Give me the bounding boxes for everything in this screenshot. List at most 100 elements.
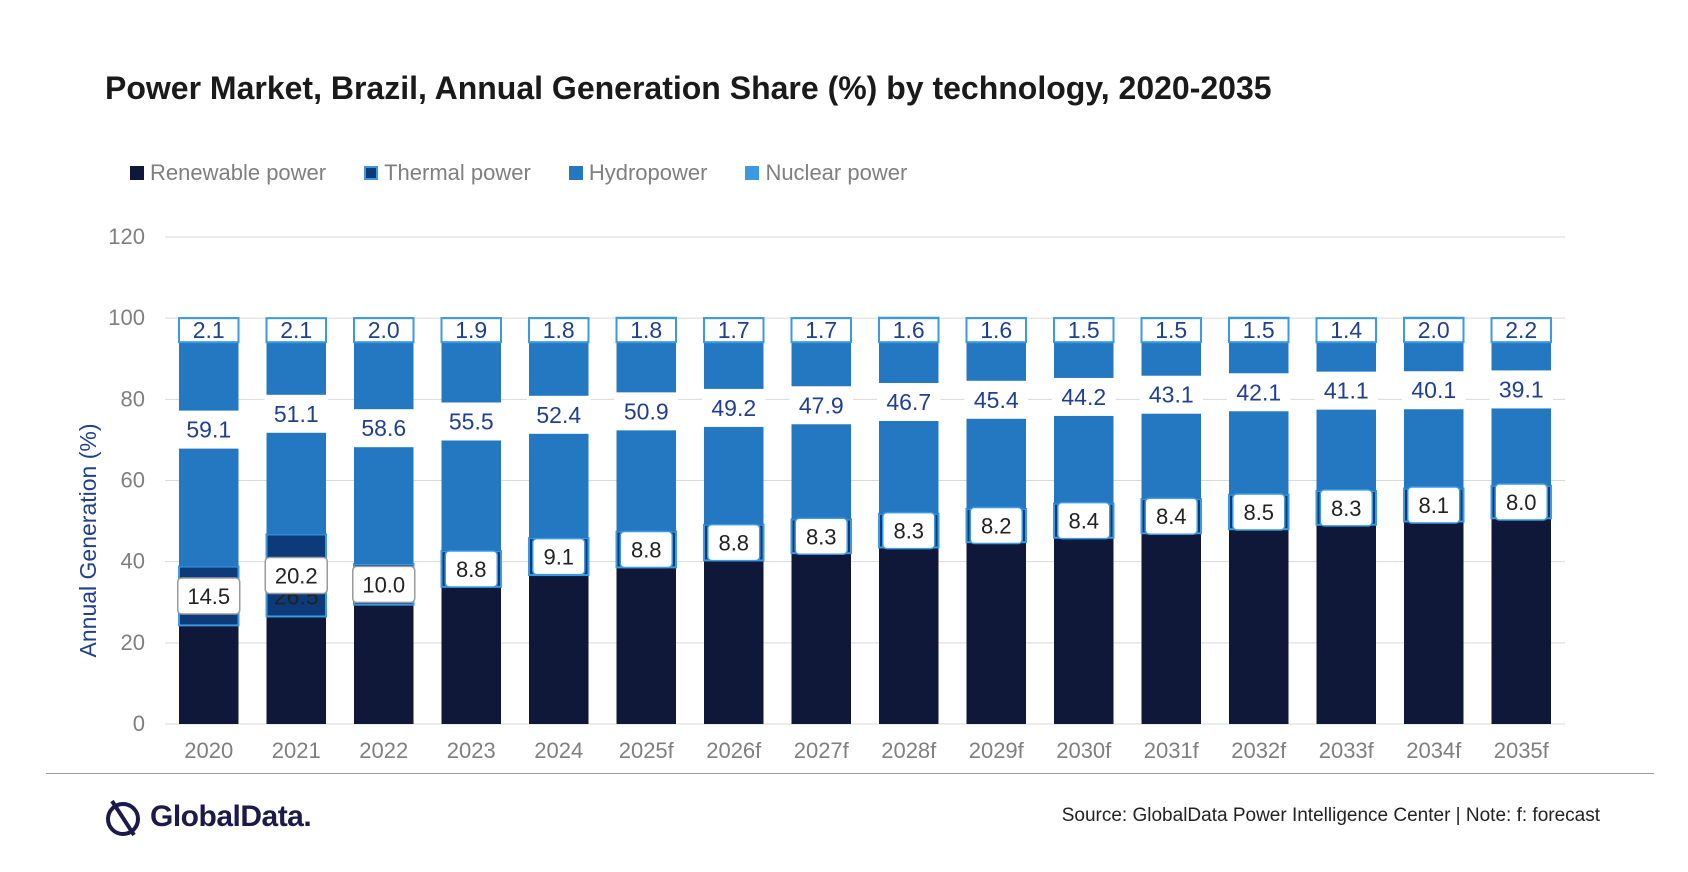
data-label-box-nuclear — [178, 317, 240, 344]
x-tick-label: 2020 — [184, 738, 233, 763]
data-label-thermal: 8.8 — [456, 557, 487, 582]
data-label-thermal: 14.5 — [187, 584, 230, 609]
data-label-hydro: 50.9 — [624, 398, 669, 424]
bar-segment — [1404, 521, 1464, 724]
data-label-hydro: 59.1 — [186, 417, 231, 443]
data-label-box-thermal — [1144, 497, 1198, 535]
x-tick-label: 2030f — [1056, 738, 1112, 763]
data-label-thermal: 8.3 — [1331, 496, 1362, 521]
data-label-thermal: 8.8 — [631, 537, 662, 562]
data-label-box-nuclear — [703, 317, 765, 344]
legend-swatch-renewable — [130, 166, 144, 180]
data-label-box-thermal — [1057, 501, 1111, 540]
data-label-band-hydro — [1139, 375, 1203, 414]
bar-segment — [791, 553, 851, 724]
data-label-thermal: 9.1 — [543, 545, 574, 570]
bar-segment — [354, 604, 414, 724]
data-label-nuclear: 2.0 — [368, 317, 400, 343]
legend-item-nuclear: Nuclear power — [745, 160, 907, 186]
data-label-band-hydro — [177, 410, 241, 449]
bar-segment — [1229, 529, 1289, 724]
data-label-box-thermal — [1407, 486, 1461, 524]
data-label-band-hydro — [964, 380, 1028, 419]
data-label-hydro: 51.1 — [274, 401, 319, 427]
legend-item-renewable: Renewable power — [130, 160, 326, 186]
data-label-box-thermal — [794, 517, 848, 556]
data-label-box-thermal — [1494, 483, 1548, 521]
footer-divider — [46, 773, 1654, 774]
data-label-box-nuclear — [965, 317, 1027, 344]
data-label-thermal: 8.2 — [981, 514, 1012, 539]
data-label-hydro: 47.9 — [799, 392, 844, 418]
legend-label-hydro: Hydropower — [588, 160, 708, 185]
x-tick-label: 2028f — [881, 738, 937, 763]
data-label-thermal: 8.1 — [1418, 493, 1449, 518]
data-label-box-nuclear — [1403, 317, 1465, 344]
data-label-box-thermal — [1319, 489, 1373, 527]
data-label-hydro: 44.2 — [1061, 384, 1106, 410]
data-label-hydro: 41.1 — [1324, 378, 1369, 404]
data-label-box-nuclear — [440, 317, 502, 344]
data-label-nuclear: 1.6 — [980, 317, 1012, 343]
data-label-box-thermal — [177, 577, 241, 615]
stacked-bar-chart: 0 20 40 60 80 100 120 Annual Generation (%) 2020… — [75, 224, 1565, 763]
data-label-box-thermal — [264, 556, 328, 595]
legend-swatch-thermal — [364, 166, 379, 180]
data-label-nuclear: 2.0 — [1418, 317, 1450, 343]
data-label-nuclear: 1.5 — [1068, 317, 1100, 343]
y-axis-label: Annual Generation (%) — [75, 424, 101, 658]
y-tick-label: 20 — [121, 630, 145, 655]
data-label-box-nuclear — [353, 317, 415, 344]
data-label-box-nuclear — [528, 317, 590, 344]
bar-segment — [1316, 524, 1376, 724]
legend: Renewable power Thermal power Hydropower… — [130, 160, 907, 186]
data-label-box-thermal — [707, 523, 761, 562]
data-label-band-hydro — [702, 388, 766, 427]
data-label-band-hydro — [439, 402, 503, 441]
data-label-hydro: 40.1 — [1411, 377, 1456, 403]
y-tick-label: 0 — [133, 711, 145, 736]
x-tick-label: 2025f — [619, 738, 675, 763]
data-label-thermal: 8.3 — [893, 519, 924, 544]
data-label-nuclear: 1.6 — [893, 317, 925, 343]
data-label-box-nuclear — [265, 317, 327, 344]
data-label-nuclear: 2.1 — [280, 317, 312, 343]
data-label-thermal: 10.0 — [362, 572, 405, 597]
data-label-hydro: 52.4 — [536, 402, 581, 428]
x-tick-label: 2026f — [706, 738, 762, 763]
y-tick-label: 100 — [108, 305, 145, 330]
data-label-nuclear: 1.7 — [805, 317, 837, 343]
data-label-nuclear: 2.2 — [1505, 317, 1537, 343]
data-label-hydro: 55.5 — [449, 408, 494, 434]
data-label-hydro: 42.1 — [1236, 379, 1281, 405]
chart-title: Power Market, Brazil, Annual Generation … — [105, 70, 1272, 106]
x-tick-label: 2022 — [359, 738, 408, 763]
data-label-nuclear: 1.7 — [718, 317, 750, 343]
data-label-box-nuclear — [1140, 317, 1202, 344]
data-label-thermal: 8.8 — [718, 531, 749, 556]
data-label-band-hydro — [1489, 370, 1553, 409]
legend-item-hydro: Hydropower — [568, 160, 708, 186]
x-tick-label: 2023 — [447, 738, 496, 763]
bar-segment — [266, 616, 326, 724]
y-tick-label: 40 — [121, 549, 145, 574]
x-tick-label: 2035f — [1494, 738, 1550, 763]
data-label-box-thermal — [532, 537, 586, 576]
legend-swatch-hydro — [568, 166, 583, 180]
bar-segment — [704, 560, 764, 724]
data-label-hydro: 39.1 — [1499, 376, 1544, 402]
data-label-hydro: 45.4 — [974, 387, 1019, 413]
y-tick-label: 60 — [121, 468, 145, 493]
data-label-band-hydro — [1052, 377, 1116, 416]
data-label-hydro: 58.6 — [361, 415, 406, 441]
data-label-box-nuclear — [615, 317, 677, 344]
x-tick-label: 2031f — [1144, 738, 1200, 763]
data-label-nuclear: 1.4 — [1330, 317, 1362, 343]
legend-label-renewable: Renewable power — [150, 160, 327, 185]
y-tick-label: 120 — [108, 224, 145, 249]
data-label-box-nuclear — [878, 317, 940, 344]
data-label-box-thermal — [1232, 493, 1286, 531]
x-tick-label: 2033f — [1319, 738, 1375, 763]
data-label-nuclear: 1.8 — [630, 317, 662, 343]
legend-item-thermal: Thermal power — [364, 160, 531, 186]
